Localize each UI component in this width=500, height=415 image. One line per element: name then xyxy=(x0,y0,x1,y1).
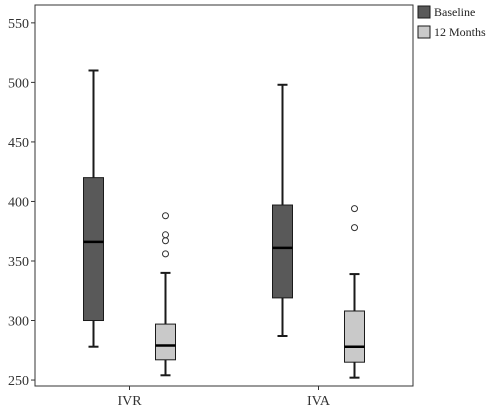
y-tick-label: 450 xyxy=(8,136,29,151)
iqr-box xyxy=(83,177,104,322)
y-tick-label: 350 xyxy=(8,255,29,270)
outlier-point xyxy=(351,205,358,213)
legend: Baseline 12 Months xyxy=(417,5,486,39)
legend-swatch xyxy=(417,25,431,39)
box-baseline-ivr xyxy=(83,69,104,348)
y-tick-label: 550 xyxy=(8,17,29,32)
box-12-months-iva xyxy=(344,205,365,379)
outlier-point xyxy=(162,212,169,220)
outlier-point xyxy=(162,231,169,239)
y-tick-label: 300 xyxy=(8,315,29,330)
legend-swatch xyxy=(417,5,431,19)
iqr-box xyxy=(272,204,293,299)
box-baseline-iva xyxy=(272,83,293,337)
boxes xyxy=(83,69,365,379)
iqr-box xyxy=(344,310,365,363)
y-axis: 250 300 350 400 450 500 550 xyxy=(8,17,35,389)
x-tick-label: IVA xyxy=(307,394,331,409)
outlier-point xyxy=(351,224,358,232)
outlier-point xyxy=(162,250,169,258)
box-12-months-ivr xyxy=(155,212,176,377)
iqr-box xyxy=(155,323,176,361)
y-tick-label: 400 xyxy=(8,195,29,210)
legend-label: Baseline xyxy=(434,5,475,19)
y-tick-label: 500 xyxy=(8,76,29,91)
outlier-point xyxy=(162,237,169,245)
x-axis: IVR IVA xyxy=(117,386,331,409)
legend-label: 12 Months xyxy=(434,25,486,39)
y-tick-label: 250 xyxy=(8,374,29,389)
x-tick-label: IVR xyxy=(117,394,142,409)
